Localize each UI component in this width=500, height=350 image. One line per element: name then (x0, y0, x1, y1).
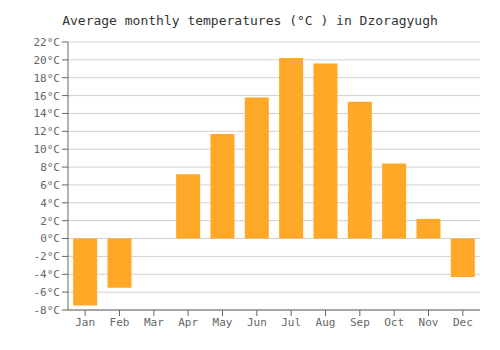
svg-text:2°C: 2°C (40, 215, 60, 228)
html-text:Average monthly temperatures (: Average monthly temperatures (°C ) in Dz… (62, 13, 438, 28)
svg-text:-4°C: -4°C (34, 268, 61, 281)
svg-text:-2°C: -2°C (34, 250, 61, 263)
svg-text:-6°C: -6°C (34, 286, 61, 299)
svg-text:Sep: Sep (350, 316, 370, 329)
svg-text:4°C: 4°C (40, 197, 60, 210)
svg-text:16°C: 16°C (34, 90, 61, 103)
svg-text:Oct: Oct (384, 316, 404, 329)
svg-text:22°C: 22°C (34, 36, 61, 49)
svg-text:Jan: Jan (75, 316, 95, 329)
svg-text:May: May (213, 316, 233, 329)
svg-text:Apr: Apr (178, 316, 198, 329)
svg-text:12°C: 12°C (34, 125, 61, 138)
svg-text:Aug: Aug (316, 316, 336, 329)
svg-text:Dec: Dec (453, 316, 473, 329)
svg-text:14°C: 14°C (34, 107, 61, 120)
svg-text:Jun: Jun (247, 316, 267, 329)
svg-text:10°C: 10°C (34, 143, 61, 156)
svg-text:8°C: 8°C (40, 161, 60, 174)
svg-text:18°C: 18°C (34, 72, 61, 85)
svg-text:0°C: 0°C (40, 232, 60, 245)
svg-text:20°C: 20°C (34, 54, 61, 67)
svg-text:Jul: Jul (281, 316, 301, 329)
svg-text:6°C: 6°C (40, 179, 60, 192)
svg-text:Nov: Nov (419, 316, 439, 329)
svg-text:Mar: Mar (144, 316, 164, 329)
svg-text:-8°C: -8°C (34, 304, 61, 317)
svg-text:Feb: Feb (110, 316, 130, 329)
